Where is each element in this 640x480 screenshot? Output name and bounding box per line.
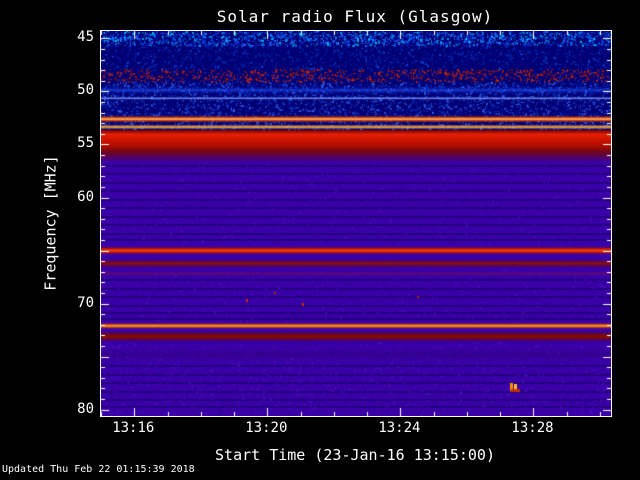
plot-frame xyxy=(100,30,612,417)
x-tick-label: 13:20 xyxy=(245,420,288,436)
y-tick-label: 80 xyxy=(77,400,94,417)
x-tick-label: 13:16 xyxy=(112,420,155,436)
x-tick-label: 13:24 xyxy=(378,420,421,436)
y-tick-label: 60 xyxy=(77,188,94,205)
spectrogram-canvas xyxy=(101,31,611,416)
x-axis-label: Start Time (23-Jan-16 13:15:00) xyxy=(215,446,495,464)
y-axis-label: Frequency [MHz] xyxy=(42,154,60,291)
updated-timestamp: Updated Thu Feb 22 01:15:39 2018 xyxy=(2,464,195,475)
y-tick-label: 70 xyxy=(77,294,94,311)
chart-title: Solar radio Flux (Glasgow) xyxy=(216,7,494,26)
y-tick-label: 55 xyxy=(77,135,94,152)
y-tick-label: 45 xyxy=(77,29,94,46)
y-tick-label: 50 xyxy=(77,82,94,99)
x-tick-label: 13:28 xyxy=(511,420,554,436)
